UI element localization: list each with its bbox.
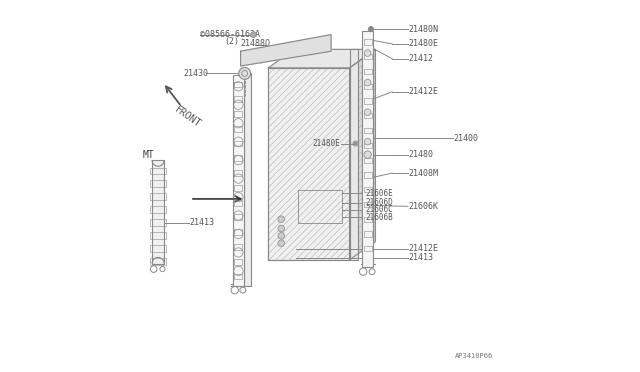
Polygon shape bbox=[241, 35, 331, 66]
Bar bbox=[364, 187, 372, 192]
Bar bbox=[150, 245, 166, 252]
Text: 21606B: 21606B bbox=[365, 213, 393, 222]
Bar bbox=[234, 244, 243, 250]
Bar bbox=[234, 111, 243, 117]
Bar bbox=[364, 217, 372, 222]
Circle shape bbox=[364, 138, 371, 145]
Text: 21488O: 21488O bbox=[241, 39, 271, 48]
Bar bbox=[234, 96, 243, 102]
Circle shape bbox=[239, 67, 251, 79]
Bar bbox=[234, 141, 243, 147]
Bar bbox=[234, 155, 243, 161]
Text: 21606E: 21606E bbox=[365, 189, 393, 198]
Bar bbox=[234, 273, 243, 279]
Circle shape bbox=[278, 240, 285, 247]
Text: 21408M: 21408M bbox=[408, 169, 438, 177]
Bar bbox=[150, 258, 166, 264]
Bar bbox=[364, 113, 372, 118]
Circle shape bbox=[364, 50, 371, 57]
Text: (2): (2) bbox=[224, 37, 239, 46]
Bar bbox=[234, 170, 243, 176]
Circle shape bbox=[278, 225, 285, 232]
Bar bbox=[364, 54, 372, 60]
Circle shape bbox=[364, 79, 371, 86]
Bar bbox=[234, 200, 243, 206]
Text: 21480: 21480 bbox=[408, 150, 434, 159]
Bar bbox=[364, 231, 372, 237]
Bar bbox=[233, 75, 244, 286]
Bar bbox=[364, 99, 372, 104]
Bar bbox=[150, 180, 166, 187]
Bar bbox=[364, 202, 372, 207]
Bar bbox=[298, 190, 342, 223]
Bar bbox=[364, 128, 372, 133]
Bar bbox=[268, 68, 349, 260]
Bar bbox=[234, 259, 243, 264]
Bar bbox=[244, 73, 251, 286]
Bar bbox=[364, 158, 372, 163]
Text: 21412E: 21412E bbox=[408, 244, 438, 253]
Text: AP3410P66: AP3410P66 bbox=[455, 353, 493, 359]
Text: 21480E: 21480E bbox=[312, 139, 340, 148]
Bar bbox=[234, 126, 243, 132]
Polygon shape bbox=[268, 49, 376, 68]
Bar bbox=[268, 68, 349, 260]
Bar bbox=[364, 84, 372, 89]
Circle shape bbox=[278, 216, 285, 222]
Text: 21606K: 21606K bbox=[408, 202, 438, 211]
Text: 21412: 21412 bbox=[408, 54, 434, 63]
Bar bbox=[150, 219, 166, 226]
Circle shape bbox=[364, 109, 371, 115]
Text: 21430: 21430 bbox=[184, 69, 209, 78]
Text: 21412E: 21412E bbox=[408, 87, 438, 96]
Bar bbox=[234, 81, 243, 87]
Circle shape bbox=[364, 151, 371, 158]
Text: 21413: 21413 bbox=[189, 218, 214, 227]
Bar bbox=[364, 246, 372, 251]
Bar bbox=[349, 49, 358, 260]
Bar bbox=[234, 229, 243, 235]
Text: 21400: 21400 bbox=[454, 134, 479, 142]
Circle shape bbox=[369, 26, 374, 32]
Bar bbox=[364, 69, 372, 74]
Bar bbox=[364, 143, 372, 148]
Text: MT: MT bbox=[143, 150, 154, 160]
Bar bbox=[150, 206, 166, 213]
Circle shape bbox=[354, 142, 357, 145]
Bar bbox=[150, 232, 166, 239]
Bar bbox=[364, 172, 372, 177]
Bar bbox=[234, 185, 243, 191]
Text: 21413: 21413 bbox=[408, 253, 434, 263]
Bar bbox=[364, 39, 372, 45]
Bar bbox=[150, 193, 166, 200]
Text: ©08566-6162A: ©08566-6162A bbox=[200, 30, 260, 39]
Text: 21606D: 21606D bbox=[365, 198, 393, 207]
Bar bbox=[152, 160, 164, 263]
Text: 21480N: 21480N bbox=[408, 25, 438, 33]
Polygon shape bbox=[349, 49, 376, 260]
Bar bbox=[234, 214, 243, 220]
Circle shape bbox=[278, 232, 285, 239]
Text: FRONT: FRONT bbox=[172, 105, 202, 130]
Text: 21606C: 21606C bbox=[365, 205, 393, 215]
Circle shape bbox=[251, 32, 257, 38]
Text: 21480E: 21480E bbox=[408, 39, 438, 48]
Bar bbox=[362, 31, 372, 267]
Bar bbox=[150, 167, 166, 174]
